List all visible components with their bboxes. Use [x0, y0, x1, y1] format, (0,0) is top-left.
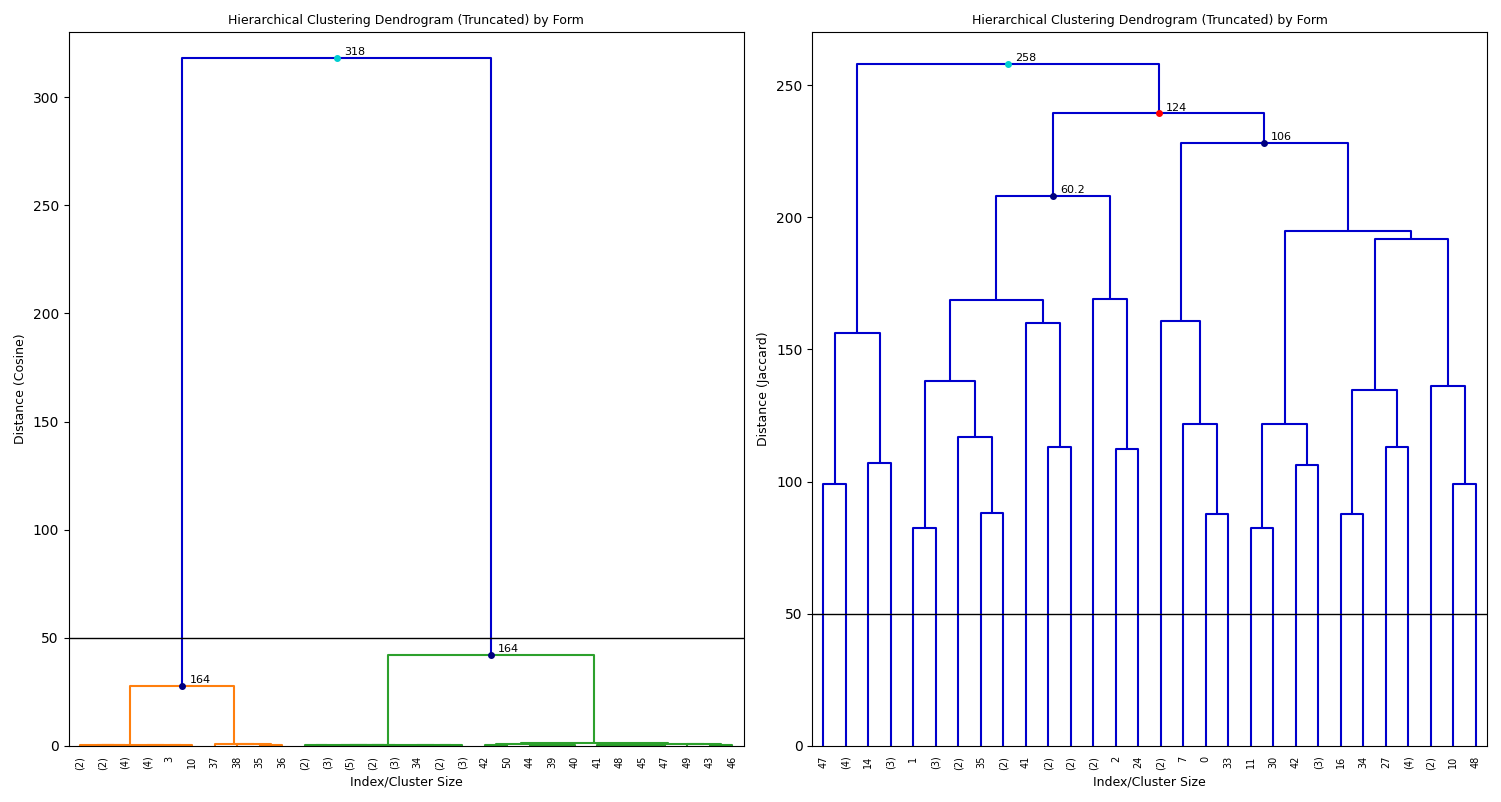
X-axis label: Index/Cluster Size: Index/Cluster Size: [350, 775, 462, 788]
Text: 60.2: 60.2: [1060, 185, 1085, 195]
Text: 258: 258: [1015, 53, 1036, 63]
Title: Hierarchical Clustering Dendrogram (Truncated) by Form: Hierarchical Clustering Dendrogram (Trun…: [971, 14, 1327, 27]
Text: 164: 164: [189, 675, 210, 685]
Y-axis label: Distance (Cosine): Distance (Cosine): [14, 334, 27, 444]
Y-axis label: Distance (Jaccard): Distance (Jaccard): [758, 332, 770, 447]
Text: 124: 124: [1166, 103, 1187, 112]
X-axis label: Index/Cluster Size: Index/Cluster Size: [1093, 775, 1205, 788]
Text: 318: 318: [344, 47, 365, 58]
Text: 106: 106: [1271, 132, 1292, 142]
Text: 164: 164: [498, 644, 519, 654]
Title: Hierarchical Clustering Dendrogram (Truncated) by Form: Hierarchical Clustering Dendrogram (Trun…: [228, 14, 584, 27]
